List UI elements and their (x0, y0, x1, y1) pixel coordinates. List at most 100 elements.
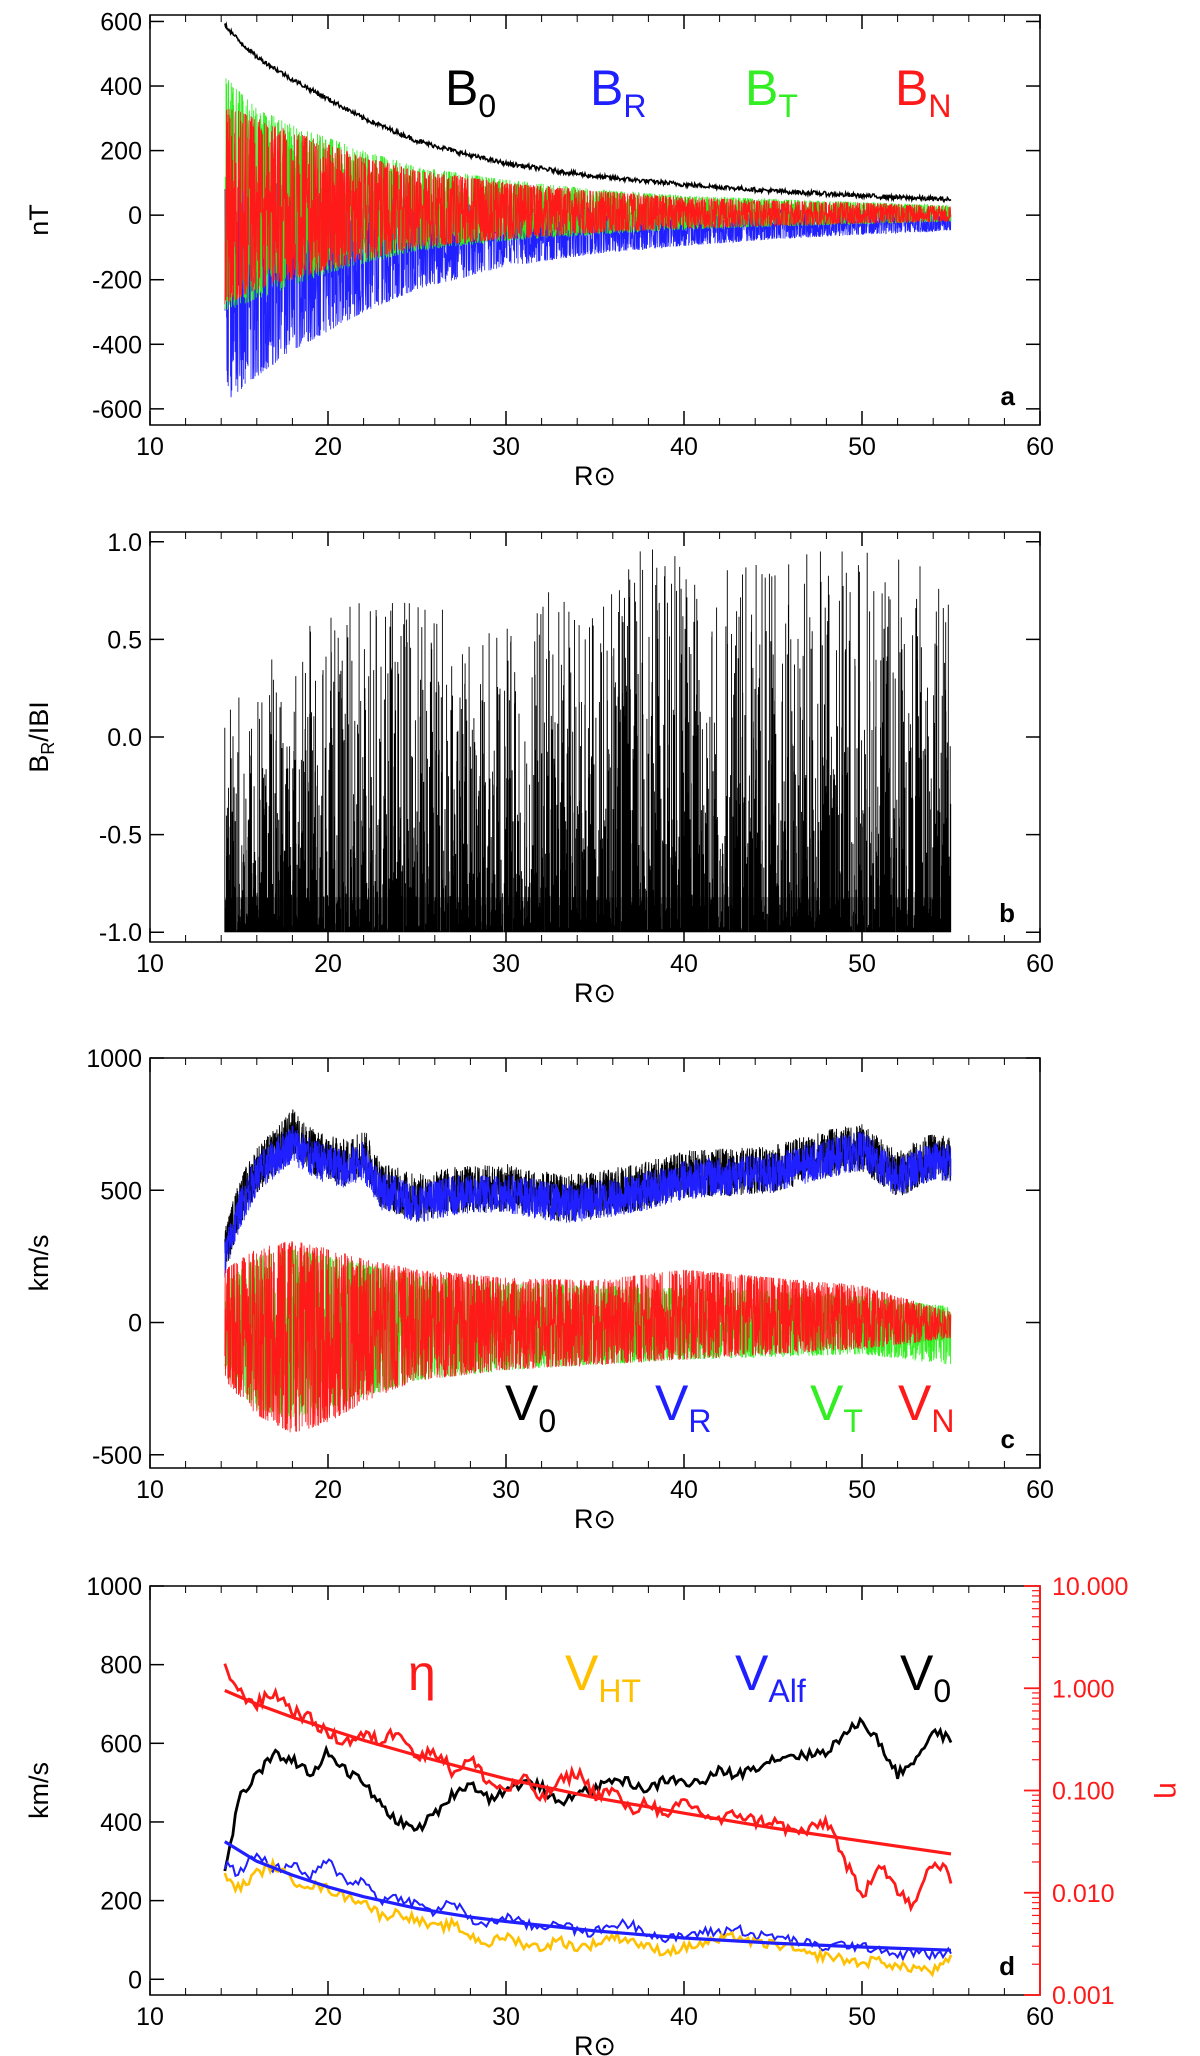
series-vn (224, 1240, 952, 1433)
series-valf (223, 1852, 952, 1962)
y-tick-label: -400 (92, 331, 142, 359)
panel-label: d (999, 1951, 1015, 1981)
y-tick-label: 0 (128, 1966, 142, 1994)
legend-item-vn: VN (898, 1375, 954, 1439)
y-tick-label: 1000 (86, 1045, 142, 1073)
x-tick-label: 10 (136, 950, 164, 978)
legend-item-vt: VT (810, 1375, 863, 1439)
x-tick-label: 20 (314, 433, 342, 461)
x-tick-label: 50 (848, 2003, 876, 2031)
panel-a-data (224, 21, 952, 398)
x-tick-label: 40 (670, 433, 698, 461)
x-axis-label: R⊙ (574, 2031, 616, 2056)
x-tick-label: 50 (848, 433, 876, 461)
y-tick-label: 400 (100, 1809, 142, 1837)
x-axis-label: R⊙ (574, 978, 616, 1008)
x-tick-label: 50 (848, 950, 876, 978)
y-tick-label: 0 (128, 202, 142, 230)
y-tick-label: -200 (92, 267, 142, 295)
series-bn (224, 108, 952, 305)
y2-tick-label: 0.001 (1052, 1982, 1115, 2010)
x-tick-label: 50 (848, 1476, 876, 1504)
y-tick-label: -0.5 (99, 822, 142, 850)
panel-d: 10 20 30 40 50 6002004006008001000R⊙dkm/s0.00… (24, 1573, 1186, 2056)
x-tick-label: 60 (1026, 2003, 1054, 2031)
legend-item-v0: V0 (505, 1375, 556, 1439)
x-tick-label: 10 (136, 433, 164, 461)
x-tick-label: 10 (136, 1476, 164, 1504)
x-tick-label: 60 (1026, 433, 1054, 461)
series-b0 (224, 21, 952, 204)
x-axis-label: R⊙ (574, 1504, 616, 1534)
x-tick-label: 20 (314, 950, 342, 978)
panel-a: 10 20 30 40 50 60 -600 -400 -200 0 200 400 600 R⊙ a nT B… (24, 8, 1054, 491)
y-tick-label: -500 (92, 1442, 142, 1470)
panel-label: c (1001, 1424, 1015, 1454)
y-tick-label: 1000 (86, 1573, 142, 1601)
series-br-base-band (224, 897, 951, 933)
panel-b: 10 20 30 40 50 60 -1.0 -0.5 0.0 0.5 1.0 R⊙ b BR/IBI (24, 529, 1054, 1008)
plot-frame (149, 531, 1041, 943)
x-tick-label: 30 (492, 433, 520, 461)
x-tick-label: 20 (314, 2003, 342, 2031)
legend-item-bt: BT (745, 60, 798, 124)
x-axis-label: R⊙ (574, 461, 616, 491)
y-tick-label: 200 (100, 138, 142, 166)
y-axis-label: km/s (24, 1235, 54, 1292)
plot-frame (149, 1057, 1041, 1469)
series-vht (223, 1856, 953, 1978)
legend-item-valf: VAlf (735, 1645, 806, 1709)
panel-c: 10 20 30 40 50 60 -500 0 500 1000 R⊙ c km/s V0 VR VT VN (24, 1045, 1054, 1534)
panel-d-data (223, 1663, 953, 1978)
x-tick-label: 60 (1026, 950, 1054, 978)
y-axis-label: nT (24, 204, 54, 236)
y2-axis-label: η (1153, 1782, 1186, 1799)
y-tick-label: 400 (100, 73, 142, 101)
legend-item-v0: V0 (900, 1645, 951, 1709)
x-tick-label: 40 (670, 1476, 698, 1504)
panel-b-data (224, 549, 952, 933)
panel-label: b (999, 898, 1015, 928)
x-tick-label: 30 (492, 950, 520, 978)
legend-item-b0: B0 (445, 60, 496, 124)
y2-tick-label: 10.000 (1052, 1573, 1128, 1601)
panel-label: a (1001, 381, 1016, 411)
x-tick-label: 60 (1026, 1476, 1054, 1504)
y-tick-label: 200 (100, 1888, 142, 1916)
y-tick-label: -600 (92, 396, 142, 424)
y-tick-label: 0.0 (107, 724, 142, 752)
series-eta (223, 1663, 953, 1913)
series-vr (224, 1125, 952, 1278)
y-tick-label: 0.5 (107, 626, 142, 654)
y-tick-label: 600 (100, 8, 142, 36)
series-v0-d (223, 1716, 953, 1872)
series-br-over-b (224, 549, 952, 933)
x-tick-label: 40 (670, 2003, 698, 2031)
y-axis-label: km/s (24, 1762, 54, 1819)
y-tick-label: 0 (128, 1310, 142, 1338)
plot-frame (149, 14, 1041, 426)
y-tick-label: 600 (100, 1730, 142, 1758)
y2-tick-label: 0.100 (1052, 1778, 1115, 1806)
x-tick-label: 30 (492, 2003, 520, 2031)
y-tick-label: 500 (100, 1177, 142, 1205)
legend-item-br: BR (590, 60, 646, 124)
series-valf-fit (223, 1840, 952, 1952)
y-tick-label: 800 (100, 1652, 142, 1680)
x-tick-label: 10 (136, 2003, 164, 2031)
series-eta-fit (224, 1689, 952, 1856)
x-tick-label: 40 (670, 950, 698, 978)
legend-item-vht: VHT (565, 1645, 641, 1709)
y2-tick-label: 0.010 (1052, 1880, 1115, 1908)
x-tick-label: 30 (492, 1476, 520, 1504)
x-tick-label: 20 (314, 1476, 342, 1504)
y-tick-label: 1.0 (107, 529, 142, 557)
panel-c-data (224, 1109, 952, 1433)
y2-tick-label: 1.000 (1052, 1675, 1115, 1703)
legend-item-vr: VR (655, 1375, 711, 1439)
y-axis-label: BR/IBI (24, 701, 58, 773)
legend-item-bn: BN (895, 60, 951, 124)
y-tick-label: -1.0 (99, 919, 142, 947)
legend-item-η: η (408, 1645, 436, 1701)
